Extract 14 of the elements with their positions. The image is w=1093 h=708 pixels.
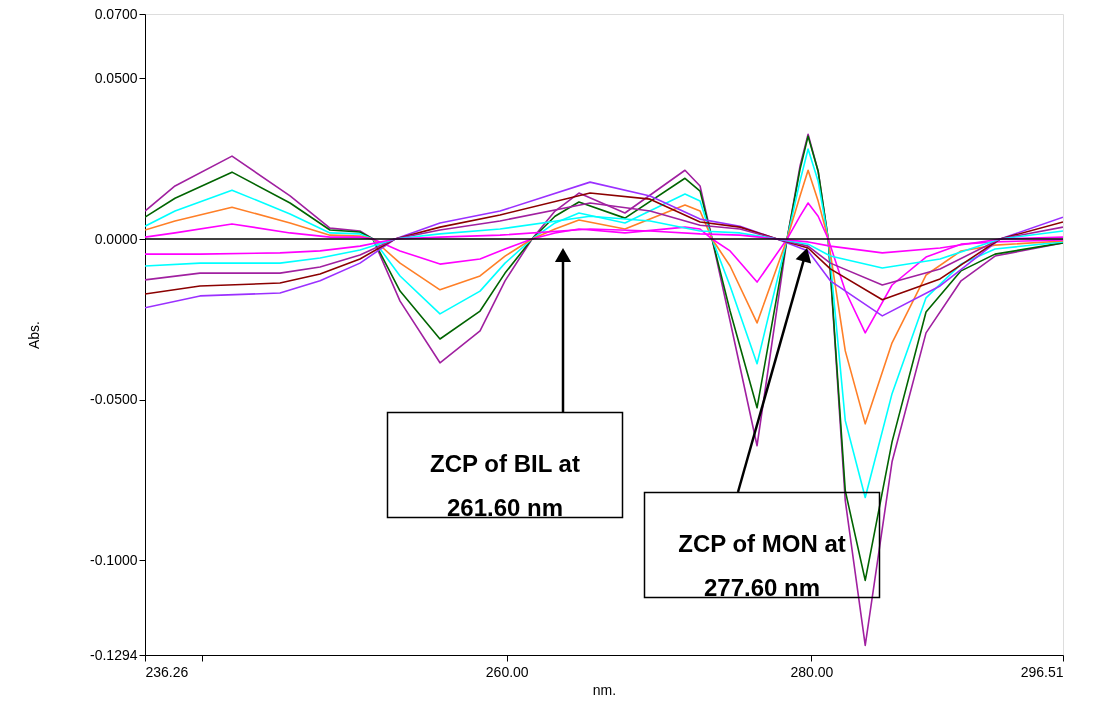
y-tick-label: -0.1000	[90, 551, 138, 568]
y-tick-label: 0.0000	[94, 230, 138, 247]
x-tick-label: 236.26	[145, 663, 189, 680]
y-tick-label: -0.1294	[90, 646, 138, 663]
annotation: ZCP of MON at 277.60 nm	[678, 530, 846, 601]
y-axis-title: Abs.	[26, 320, 43, 350]
y-tick-label: 0.0700	[94, 5, 138, 22]
x-tick-label: 280.00	[790, 663, 834, 680]
y-tick-label: 0.0500	[94, 69, 138, 86]
y-tick-label: -0.0500	[90, 391, 138, 408]
annotation: ZCP of BIL at 261.60 nm	[430, 450, 580, 521]
x-tick-label: 260.00	[485, 663, 529, 680]
x-tick-label: 296.51	[1020, 663, 1064, 680]
x-axis-title: nm.	[592, 681, 617, 698]
